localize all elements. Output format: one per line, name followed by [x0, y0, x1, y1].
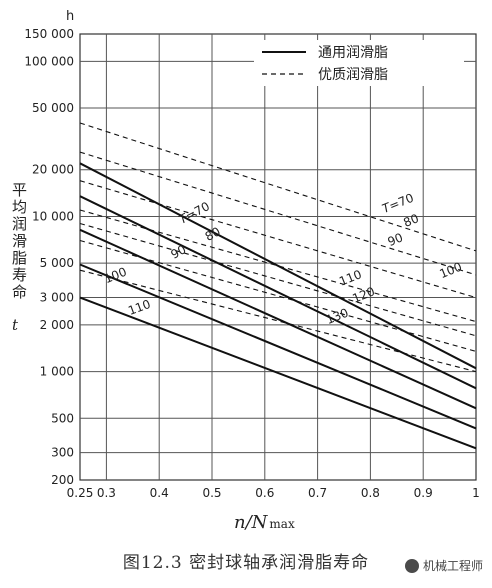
- y-axis-label-char: 滑: [12, 232, 27, 250]
- y-tick-label: 20 000: [32, 163, 74, 177]
- grid: [79, 33, 477, 481]
- curve-label: 110: [337, 267, 363, 289]
- watermark-text: 机械工程师: [422, 559, 483, 573]
- series-lines: [79, 122, 477, 450]
- x-tick-label: 0.5: [202, 486, 221, 500]
- y-tick-label: 50 000: [32, 101, 74, 115]
- x-axis-label: n/N max: [234, 512, 295, 533]
- y-axis-label-char: 脂: [12, 249, 27, 267]
- x-tick-label: 0.6: [255, 486, 274, 500]
- dashed-series-110: [79, 222, 477, 337]
- y-tick-label: 2 000: [40, 318, 74, 332]
- x-axis-label-sub: max: [269, 517, 295, 531]
- x-axis-label-main: n/N: [234, 512, 269, 533]
- y-unit-label: h: [66, 9, 74, 24]
- legend: 通用润滑脂 优质润滑脂: [254, 40, 464, 86]
- chart: 200 300 500 1 000 2 000 3 000 5 000 10 000 20 00…: [12, 9, 480, 533]
- y-tick-label: 300: [51, 446, 74, 460]
- solid-series-100: [79, 263, 477, 430]
- temperature-value: =70: [183, 199, 212, 223]
- y-tick-label: 3 000: [40, 291, 74, 305]
- x-tick-label: 0.4: [150, 486, 169, 500]
- y-tick-label: 100 000: [24, 54, 74, 68]
- x-tick-label: 0.8: [361, 486, 380, 500]
- x-axis-ticks: 0.25 0.3 0.4 0.5 0.6 0.7 0.8 0.9 1: [67, 486, 480, 500]
- dashed-series-80: [79, 151, 477, 276]
- x-tick-label: 1: [472, 486, 480, 500]
- legend-background: [254, 40, 464, 86]
- curve-label: 80: [401, 211, 420, 230]
- y-tick-label: 10 000: [32, 209, 74, 223]
- solid-series-t70: [79, 162, 477, 370]
- y-tick-label: 150 000: [24, 27, 74, 41]
- y-tick-label: 1 000: [40, 365, 74, 379]
- y-axis-label-char: 润: [12, 215, 27, 233]
- plot-frame: [79, 33, 477, 481]
- curve-label: 90: [168, 242, 188, 262]
- dashed-series-100: [79, 209, 477, 323]
- y-tick-label: 5 000: [40, 256, 74, 270]
- curve-label: 90: [386, 230, 405, 249]
- curve-label: 80: [203, 224, 223, 244]
- legend-dashed-label: 优质润滑脂: [318, 66, 388, 83]
- solid-series-110: [79, 296, 477, 450]
- x-tick-label: 0.9: [414, 486, 433, 500]
- y-axis-symbol: t: [12, 316, 19, 334]
- figure-caption: 图12.3 密封球轴承润滑脂寿命: [122, 553, 370, 573]
- curve-label: 130: [324, 306, 350, 328]
- y-axis-label-char: 均: [12, 198, 27, 216]
- x-tick-label: 0.3: [97, 486, 116, 500]
- wechat-icon: [404, 558, 419, 573]
- y-axis-label-char: 命: [12, 283, 27, 301]
- dashed-series-t70: [79, 122, 477, 252]
- y-tick-label: 200: [51, 473, 74, 487]
- y-axis-label-char: 寿: [12, 266, 27, 284]
- y-axis-label: 平均润滑脂寿命: [12, 181, 27, 301]
- dashed-series-90: [79, 180, 477, 299]
- watermark: 机械工程师: [401, 556, 486, 575]
- y-axis-ticks: 200 300 500 1 000 2 000 3 000 5 000 10 000 20 00…: [24, 27, 74, 487]
- curve-label: 120: [350, 284, 376, 306]
- dashed-series-120: [79, 239, 477, 352]
- y-axis-label-char: 平: [12, 181, 27, 199]
- y-tick-label: 500: [51, 411, 74, 425]
- curve-label: T=70: [380, 191, 416, 216]
- legend-solid-label: 通用润滑脂: [318, 44, 388, 61]
- x-tick-label: 0.7: [308, 486, 327, 500]
- solid-series-90: [79, 228, 477, 410]
- curve-label: 110: [126, 297, 152, 318]
- x-tick-label: 0.25: [67, 486, 94, 500]
- solid-series-80: [79, 195, 477, 390]
- temperature-value: =70: [387, 191, 416, 213]
